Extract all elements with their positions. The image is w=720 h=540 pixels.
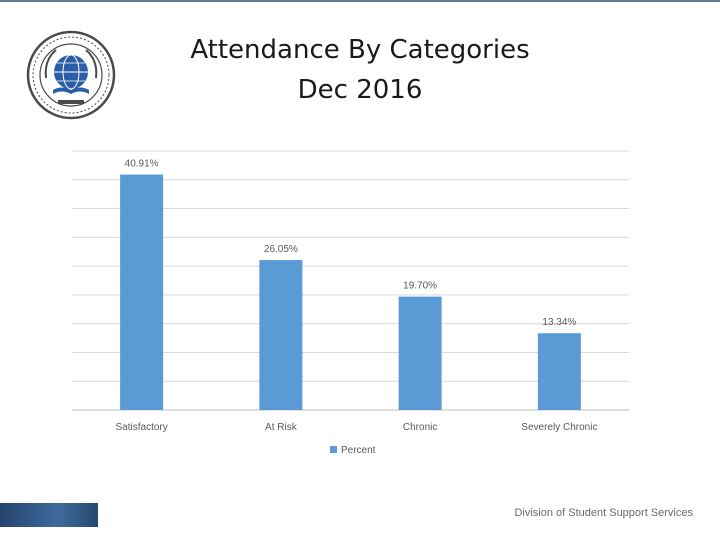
data-labels: 40.91% 26.05% 19.70% 13.34% bbox=[125, 159, 577, 329]
data-label: 40.91% bbox=[125, 159, 159, 170]
bar-chronic bbox=[398, 296, 442, 410]
bar-at-risk bbox=[259, 260, 303, 410]
legend-swatch bbox=[330, 446, 337, 453]
legend-label: Percent bbox=[341, 445, 376, 456]
title-line-1: Attendance By Categories bbox=[190, 35, 530, 65]
bars bbox=[120, 174, 581, 410]
top-rule bbox=[0, 0, 720, 2]
x-tick-label: Severely Chronic bbox=[521, 422, 597, 433]
bar-satisfactory bbox=[120, 174, 164, 410]
x-tick-label: Satisfactory bbox=[116, 422, 168, 433]
x-tick-label: At Risk bbox=[265, 422, 298, 433]
title-line-2: Dec 2016 bbox=[297, 75, 423, 105]
slide-title: Attendance By Categories Dec 2016 bbox=[160, 30, 560, 110]
school-seal-logo bbox=[26, 30, 116, 120]
data-label: 26.05% bbox=[264, 244, 298, 255]
x-tick-label: Chronic bbox=[403, 422, 437, 433]
footer-accent-bar bbox=[0, 503, 98, 527]
footer-text: Division of Student Support Services bbox=[514, 507, 693, 519]
data-label: 19.70% bbox=[403, 281, 437, 292]
data-label: 13.34% bbox=[542, 317, 576, 328]
x-tick-labels: Satisfactory At Risk Chronic Severely Chron… bbox=[116, 422, 598, 433]
gridlines bbox=[72, 150, 629, 411]
bar-severely-chronic bbox=[537, 333, 581, 410]
legend: Percent bbox=[330, 445, 376, 456]
